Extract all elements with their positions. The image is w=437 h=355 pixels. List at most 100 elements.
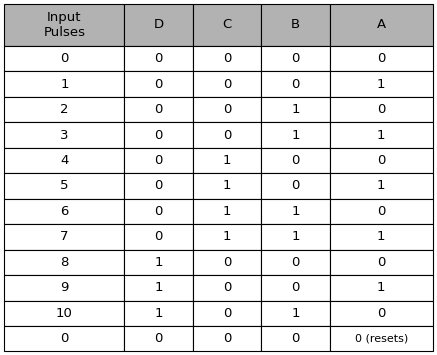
Text: 1: 1 <box>291 230 300 244</box>
Text: 0: 0 <box>291 78 300 91</box>
Text: B: B <box>291 18 300 31</box>
Bar <box>261 97 330 122</box>
Bar <box>193 326 261 351</box>
Bar <box>261 224 330 250</box>
Bar <box>193 46 261 71</box>
Text: 1: 1 <box>223 230 231 244</box>
Text: 2: 2 <box>60 103 69 116</box>
Bar <box>124 122 193 148</box>
Text: 0: 0 <box>60 332 69 345</box>
Bar <box>261 46 330 71</box>
Text: 0: 0 <box>223 129 231 142</box>
Text: 0: 0 <box>223 52 231 65</box>
Text: 1: 1 <box>291 103 300 116</box>
Text: 0: 0 <box>154 230 163 244</box>
Text: 1: 1 <box>291 205 300 218</box>
Text: 1: 1 <box>377 180 385 192</box>
Bar <box>193 97 261 122</box>
Bar <box>261 71 330 97</box>
Text: 0: 0 <box>291 281 300 294</box>
Bar <box>330 148 433 173</box>
Bar <box>124 4 193 46</box>
Text: A: A <box>377 18 386 31</box>
Bar <box>330 122 433 148</box>
Bar <box>261 122 330 148</box>
Text: 1: 1 <box>291 307 300 320</box>
Bar <box>193 4 261 46</box>
Text: 0: 0 <box>154 154 163 167</box>
Bar <box>261 148 330 173</box>
Bar <box>261 301 330 326</box>
Text: 1: 1 <box>154 307 163 320</box>
Text: 10: 10 <box>56 307 73 320</box>
Bar <box>261 250 330 275</box>
Text: 0: 0 <box>223 256 231 269</box>
Text: C: C <box>222 18 232 31</box>
Text: 1: 1 <box>223 205 231 218</box>
Bar <box>193 71 261 97</box>
Text: 0: 0 <box>154 103 163 116</box>
Bar <box>124 275 193 301</box>
Text: 0: 0 <box>223 78 231 91</box>
Bar <box>193 224 261 250</box>
Text: 1: 1 <box>377 78 385 91</box>
Bar <box>124 148 193 173</box>
Text: 3: 3 <box>60 129 69 142</box>
Text: 0: 0 <box>223 307 231 320</box>
Bar <box>193 250 261 275</box>
Bar <box>330 71 433 97</box>
Text: 0: 0 <box>223 332 231 345</box>
Bar <box>193 275 261 301</box>
Text: 0: 0 <box>291 52 300 65</box>
Bar <box>124 173 193 199</box>
Bar <box>124 301 193 326</box>
Text: 0: 0 <box>377 103 385 116</box>
Bar <box>193 301 261 326</box>
Text: 0: 0 <box>154 205 163 218</box>
Bar <box>330 224 433 250</box>
Text: 0: 0 <box>377 256 385 269</box>
Text: 0: 0 <box>377 52 385 65</box>
Text: 9: 9 <box>60 281 69 294</box>
Text: 4: 4 <box>60 154 69 167</box>
Bar <box>330 250 433 275</box>
Text: 1: 1 <box>377 281 385 294</box>
Bar <box>4 4 124 46</box>
Bar <box>261 4 330 46</box>
Text: 0: 0 <box>154 129 163 142</box>
Text: 0: 0 <box>291 154 300 167</box>
Text: 0: 0 <box>154 180 163 192</box>
Text: Input
Pulses: Input Pulses <box>43 11 85 39</box>
Bar <box>330 199 433 224</box>
Text: 0: 0 <box>377 307 385 320</box>
Bar <box>4 122 124 148</box>
Text: 1: 1 <box>377 230 385 244</box>
Text: 0: 0 <box>291 332 300 345</box>
Bar <box>193 199 261 224</box>
Bar <box>330 46 433 71</box>
Bar <box>4 301 124 326</box>
Text: 0: 0 <box>377 205 385 218</box>
Text: 1: 1 <box>154 256 163 269</box>
Bar <box>4 199 124 224</box>
Text: 1: 1 <box>377 129 385 142</box>
Text: 0: 0 <box>154 52 163 65</box>
Text: 0: 0 <box>291 180 300 192</box>
Bar <box>330 4 433 46</box>
Text: 0: 0 <box>223 103 231 116</box>
Text: 7: 7 <box>60 230 69 244</box>
Text: 0: 0 <box>60 52 69 65</box>
Bar <box>124 46 193 71</box>
Bar <box>261 199 330 224</box>
Bar <box>330 97 433 122</box>
Bar <box>124 224 193 250</box>
Text: 0: 0 <box>377 154 385 167</box>
Bar <box>124 97 193 122</box>
Bar <box>330 173 433 199</box>
Bar <box>193 173 261 199</box>
Bar <box>4 224 124 250</box>
Bar <box>330 275 433 301</box>
Text: 8: 8 <box>60 256 69 269</box>
Bar <box>124 71 193 97</box>
Bar <box>4 97 124 122</box>
